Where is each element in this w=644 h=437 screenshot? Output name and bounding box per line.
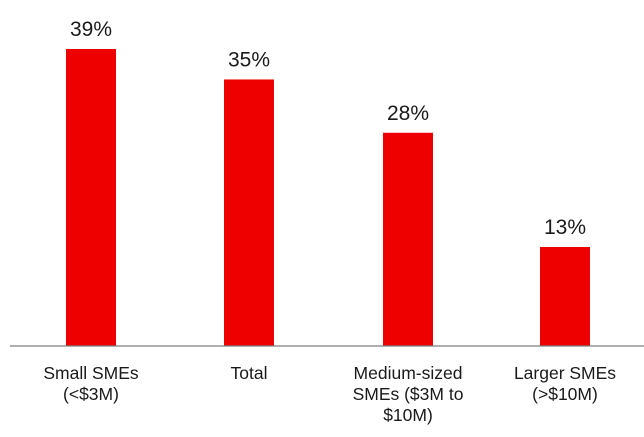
category-label-line: Medium-sized [354,363,463,383]
bar-2 [383,132,433,346]
category-label-line: (>$10M) [532,384,598,404]
bars-group [66,49,590,346]
category-label-line: SMEs ($3M to [353,384,464,404]
bar-3 [540,247,590,346]
category-label-line: $10M) [383,405,433,425]
category-label-line: (<$3M) [63,384,119,404]
bar-0 [66,49,116,346]
category-label-1: Total [231,363,268,383]
category-label-line: Larger SMEs [514,363,616,383]
value-label-3: 13% [544,216,586,239]
category-label-0: Small SMEs (<$3M) [43,363,139,404]
value-label-1: 35% [228,48,270,71]
category-labels-group: Small SMEs (<$3M) Total Medium-sized SMEs ($… [43,363,616,425]
value-label-0: 39% [70,18,112,41]
category-label-3: Larger SMEs (>$10M) [514,363,616,404]
bar-1 [224,79,274,346]
category-label-line: Small SMEs [43,363,139,383]
value-label-2: 28% [387,102,429,125]
category-label-line: Total [231,363,268,383]
category-label-2: Medium-sized SMEs ($3M to $10M) [353,363,464,425]
value-labels-group: 39% 35% 28% 13% [70,18,586,239]
